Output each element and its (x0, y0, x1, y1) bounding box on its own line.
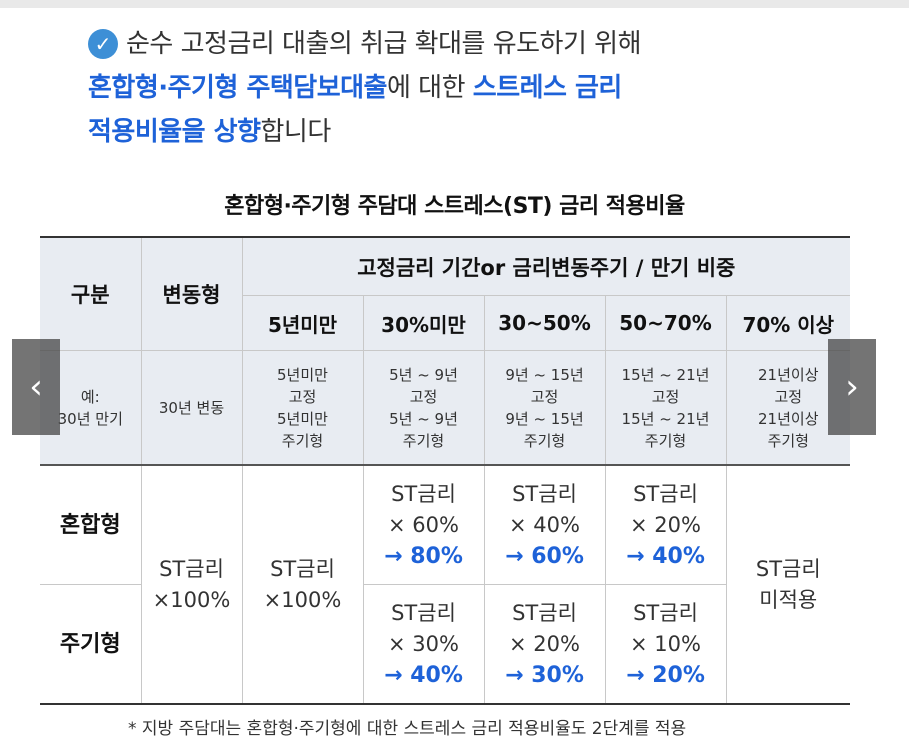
header-category: 구분 (40, 237, 141, 351)
mixed-rate: ST금리 × 60% (388, 481, 459, 537)
mixed-cell: ST금리 × 20% → 40% (604, 464, 726, 585)
periodic-new-rate: → 30% (505, 662, 584, 688)
check-circle-icon: ✓ (88, 29, 118, 59)
periodic-cell: ST금리 × 10% → 20% (604, 584, 726, 704)
mixed-rate: ST금리 × 20% (630, 481, 701, 537)
periodic-new-rate: → 20% (626, 662, 705, 688)
chevron-right-icon: › (845, 367, 859, 407)
prev-slide-button[interactable]: ‹ (12, 339, 60, 435)
example-cell: 5년 ~ 9년 고정 5년 ~ 9년 주기형 (362, 350, 484, 465)
header-variable: 변동형 (140, 237, 242, 351)
row-label-periodic: 주기형 (40, 584, 141, 704)
header-fixed-period-group: 고정금리 기간or 금리변동주기 / 만기 비중 (241, 237, 851, 296)
headline-line-3: 적용비율을 상향합니다 (88, 110, 878, 154)
highlight-raise-ratio: 적용비율을 상향 (88, 117, 261, 147)
periodic-cell: ST금리 × 30% → 40% (362, 584, 484, 704)
variable-value: ST금리 ×100% (140, 464, 242, 704)
example-cell: 5년미만 고정 5년미만 주기형 (241, 350, 363, 465)
stress-rate-table: 구분 변동형 고정금리 기간or 금리변동주기 / 만기 비중 5년미만 30%… (40, 236, 851, 705)
subheader-under-5y: 5년미만 (241, 295, 363, 351)
mixed-new-rate: → 60% (505, 543, 584, 569)
periodic-rate: ST금리 × 20% (509, 600, 580, 656)
subheader-30-50: 30~50% (483, 295, 605, 351)
over70-value: ST금리 미적용 (725, 464, 851, 704)
headline-text: 합니다 (260, 117, 332, 147)
highlight-mixed-periodic: 혼합형·주기형 주택담보대출 (88, 73, 387, 103)
mixed-cell: ST금리 × 40% → 60% (483, 464, 605, 585)
mixed-new-rate: → 40% (626, 543, 705, 569)
headline-line-2: 혼합형·주기형 주택담보대출에 대한 스트레스 금리 (88, 66, 878, 110)
mixed-cell: ST금리 × 60% → 80% (362, 464, 484, 585)
highlight-stress-rate: 스트레스 금리 (472, 73, 623, 103)
example-variable: 30년 변동 (140, 350, 242, 465)
mixed-rate: ST금리 × 40% (509, 481, 580, 537)
under5y-value: ST금리 ×100% (241, 464, 363, 704)
next-slide-button[interactable]: › (828, 339, 876, 435)
periodic-new-rate: → 40% (384, 662, 463, 688)
row-label-mixed: 혼합형 (40, 464, 141, 585)
mixed-new-rate: → 80% (384, 543, 463, 569)
periodic-cell: ST금리 × 20% → 30% (483, 584, 605, 704)
footnote: * 지방 주담대는 혼합형·주기형에 대한 스트레스 금리 적용비율도 2단계를… (128, 719, 687, 739)
top-scroll-strip (0, 0, 909, 8)
periodic-rate: ST금리 × 10% (630, 600, 701, 656)
subheader-50-70: 50~70% (604, 295, 726, 351)
table-title: 혼합형·주기형 주담대 스트레스(ST) 금리 적용비율 (224, 194, 685, 219)
example-cell: 9년 ~ 15년 고정 9년 ~ 15년 주기형 (483, 350, 605, 465)
chevron-left-icon: ‹ (29, 367, 43, 407)
example-cell: 15년 ~ 21년 고정 15년 ~ 21년 주기형 (604, 350, 726, 465)
headline-text: 에 대한 (386, 73, 473, 103)
subheader-under-30: 30%미만 (362, 295, 484, 351)
headline-line-1: 순수 고정금리 대출의 취급 확대를 유도하기 위해 (126, 29, 642, 59)
headline: ✓ 순수 고정금리 대출의 취급 확대를 유도하기 위해 혼합형·주기형 주택담… (88, 22, 878, 154)
periodic-rate: ST금리 × 30% (388, 600, 459, 656)
